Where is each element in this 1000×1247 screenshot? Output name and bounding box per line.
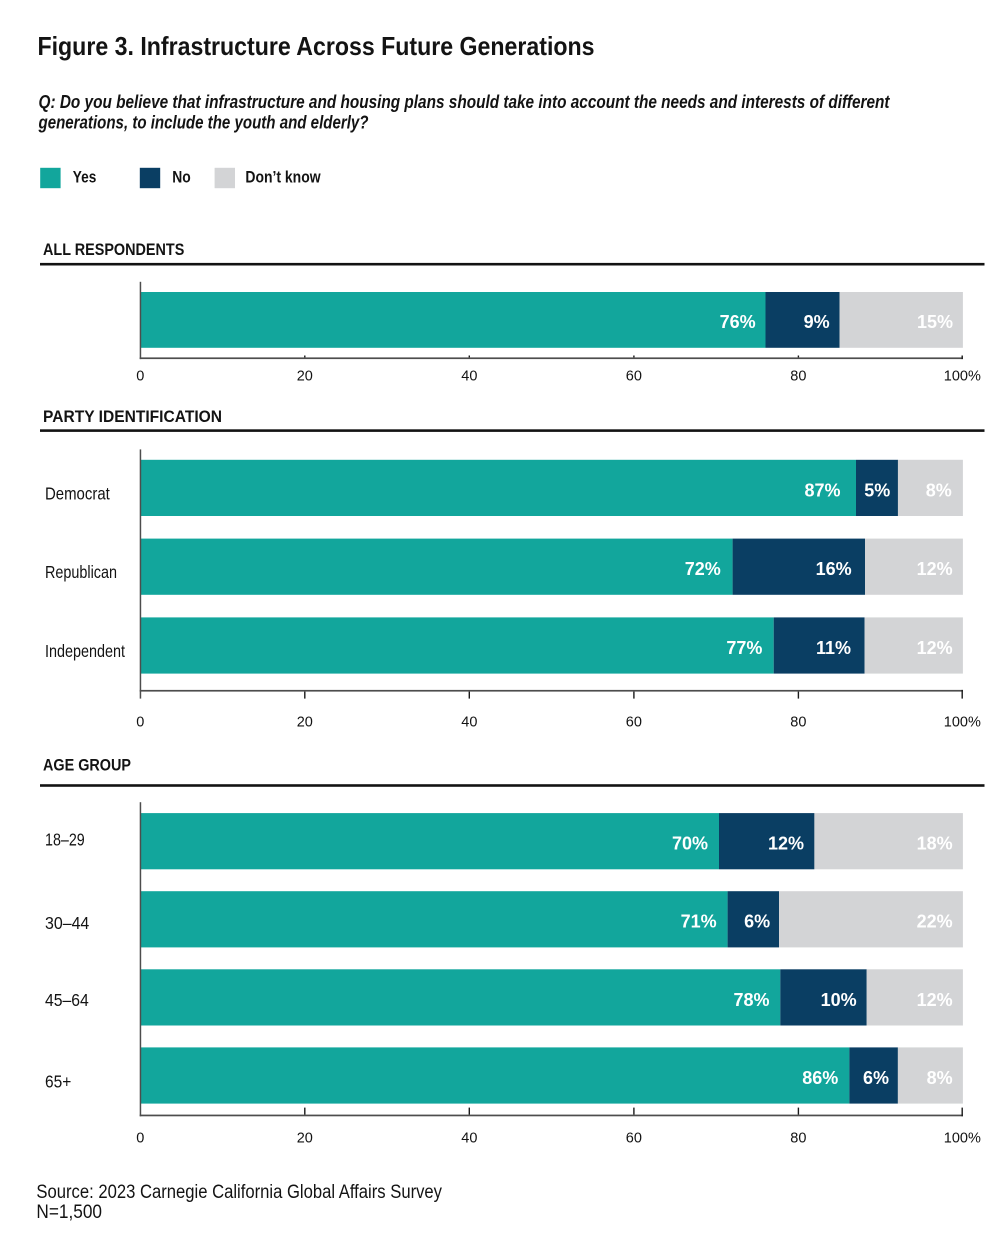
svg-text:Q: Do you believe that infrast: Q: Do you believe that infrastructure an… [39,92,891,112]
svg-text:15%: 15% [917,312,953,332]
svg-text:AGE GROUP: AGE GROUP [43,755,131,774]
svg-text:71%: 71% [681,912,717,932]
svg-text:60: 60 [626,714,642,730]
svg-text:Independent: Independent [45,641,125,661]
svg-text:80: 80 [790,714,806,730]
svg-text:Don’t know: Don’t know [245,167,321,186]
svg-text:8%: 8% [926,480,952,500]
svg-text:18%: 18% [917,834,953,854]
svg-text:0: 0 [136,1130,144,1146]
svg-text:72%: 72% [685,559,721,579]
svg-text:87%: 87% [804,480,840,500]
svg-text:Republican: Republican [45,562,117,582]
svg-text:N=1,500: N=1,500 [36,1202,102,1223]
svg-text:No: No [172,167,191,186]
svg-text:5%: 5% [864,480,890,500]
svg-text:11%: 11% [816,638,851,658]
svg-text:9%: 9% [804,312,830,332]
svg-text:40: 40 [461,714,477,730]
svg-text:Source: 2023 Carnegie Californ: Source: 2023 Carnegie California Global … [36,1182,442,1203]
svg-text:20: 20 [297,1130,313,1146]
svg-text:12%: 12% [917,990,953,1010]
svg-text:70%: 70% [672,834,708,854]
svg-text:20: 20 [297,368,313,384]
svg-text:65+: 65+ [45,1071,71,1091]
svg-text:Democrat: Democrat [45,483,110,503]
svg-text:0: 0 [136,714,144,730]
svg-text:100%: 100% [944,714,981,730]
svg-text:12%: 12% [917,638,953,658]
svg-text:40: 40 [461,1130,477,1146]
svg-text:86%: 86% [802,1068,838,1088]
svg-text:45–64: 45–64 [45,990,89,1010]
svg-text:20: 20 [297,714,313,730]
svg-text:40: 40 [461,368,477,384]
svg-text:PARTY IDENTIFICATION: PARTY IDENTIFICATION [43,407,222,426]
svg-text:77%: 77% [726,638,762,658]
svg-text:76%: 76% [720,312,756,332]
svg-text:100%: 100% [944,1130,981,1146]
svg-text:6%: 6% [744,912,770,932]
svg-text:12%: 12% [917,559,953,579]
svg-text:60: 60 [626,1130,642,1146]
svg-text:Figure 3. Infrastructure Acros: Figure 3. Infrastructure Across Future G… [38,31,595,61]
svg-text:Yes: Yes [73,167,97,186]
svg-text:0: 0 [136,368,144,384]
svg-text:80: 80 [790,1130,806,1146]
svg-text:16%: 16% [816,559,852,579]
svg-text:generations, to include the yo: generations, to include the youth and el… [38,113,369,133]
svg-text:80: 80 [790,368,806,384]
svg-text:12%: 12% [768,834,804,854]
svg-text:78%: 78% [733,990,769,1010]
svg-text:10%: 10% [821,990,857,1010]
svg-text:60: 60 [626,368,642,384]
svg-text:ALL RESPONDENTS: ALL RESPONDENTS [43,240,184,259]
svg-text:30–44: 30–44 [45,913,90,933]
svg-text:100%: 100% [944,368,981,384]
svg-text:8%: 8% [927,1068,953,1088]
svg-text:6%: 6% [863,1068,889,1088]
svg-text:18–29: 18–29 [45,830,85,850]
svg-text:22%: 22% [917,912,953,932]
